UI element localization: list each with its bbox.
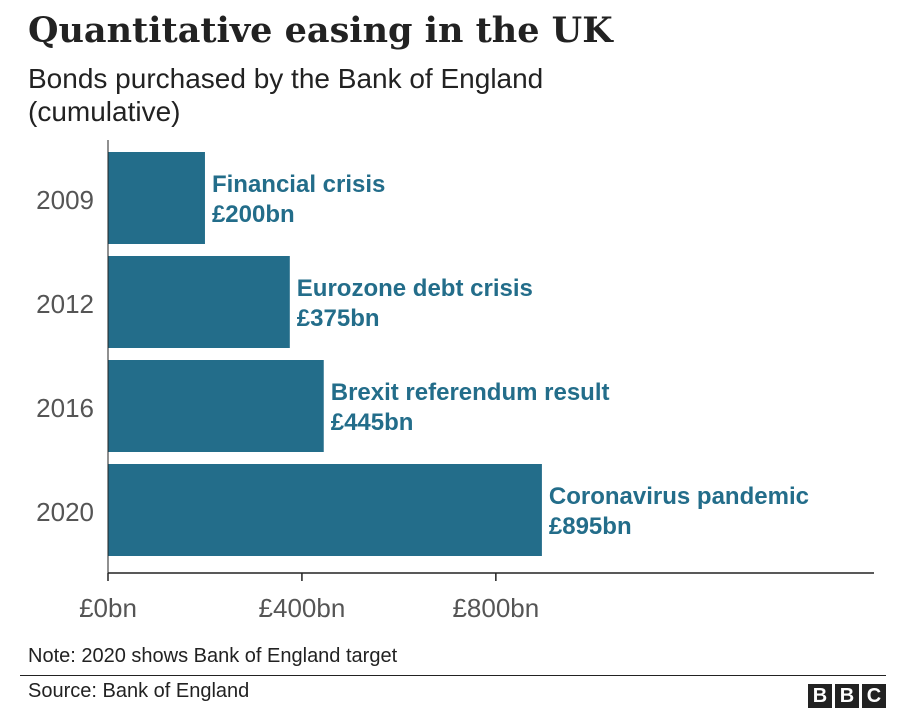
x-tick-label: £0bn xyxy=(79,593,137,623)
category-label-2016: 2016 xyxy=(36,393,94,423)
category-label-2020: 2020 xyxy=(36,497,94,527)
footer-divider xyxy=(20,675,886,676)
category-label-2009: 2009 xyxy=(36,185,94,215)
chart-subtitle: Bonds purchased by the Bank of England (… xyxy=(28,63,544,127)
chart-note: Note: 2020 shows Bank of England target xyxy=(28,645,398,667)
annotation-value: £200bn xyxy=(212,201,295,228)
chart-source: Source: Bank of England xyxy=(28,680,250,702)
x-tick-label: £400bn xyxy=(259,593,346,623)
annotation-title: Brexit referendum result xyxy=(331,379,610,406)
annotation-title: Financial crisis xyxy=(212,171,385,198)
chart-title: Quantitative easing in the UK xyxy=(28,10,613,51)
annotation-value: £375bn xyxy=(297,305,380,332)
bbc-logo-block: C xyxy=(862,684,886,708)
bbc-logo-block: B xyxy=(835,684,859,708)
x-axis: £0bn £400bn £800bn xyxy=(79,140,874,623)
category-label-2012: 2012 xyxy=(36,289,94,319)
bars-layer xyxy=(108,152,542,556)
x-tick-label: £800bn xyxy=(452,593,539,623)
annotation-title: Coronavirus pandemic xyxy=(549,483,809,510)
annotation-title: Eurozone debt crisis xyxy=(297,275,533,302)
bbc-logo-block: B xyxy=(808,684,832,708)
bar-chart: Financial crisis £200bn Eurozone debt cris… xyxy=(36,140,874,623)
annotation-layer: Financial crisis £200bn Eurozone debt cris… xyxy=(212,171,809,540)
bar-2016 xyxy=(108,360,324,452)
annotation-value: £895bn xyxy=(549,513,632,540)
y-axis: 2009 2012 2016 2020 xyxy=(36,185,94,527)
annotation-value: £445bn xyxy=(331,409,414,436)
bar-2020 xyxy=(108,464,542,556)
bar-2009 xyxy=(108,152,205,244)
bbc-logo: B B C xyxy=(808,684,886,708)
bar-2012 xyxy=(108,256,290,348)
